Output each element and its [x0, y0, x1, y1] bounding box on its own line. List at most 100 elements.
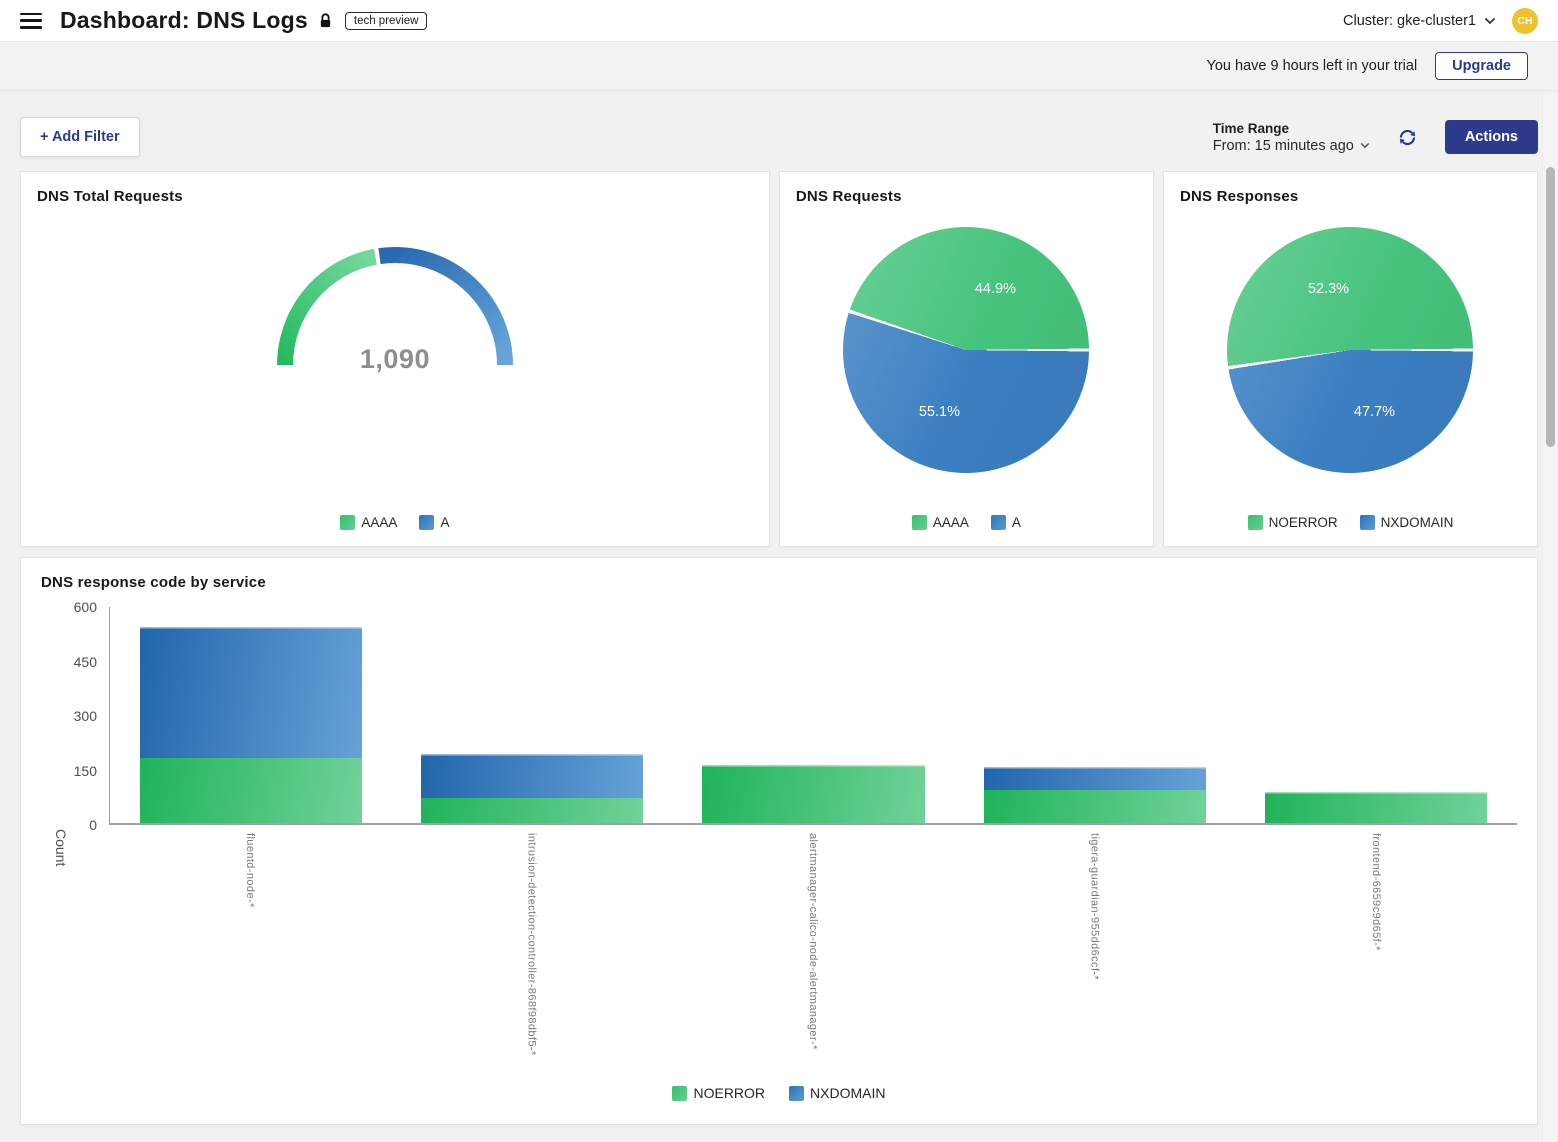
bar-chart: 0 150 300 450 600 [41, 599, 1517, 833]
legend-swatch-blue [789, 1085, 805, 1101]
y-axis-title: Count [53, 829, 69, 867]
legend-label: NXDOMAIN [810, 1085, 886, 1101]
x-label-slot: intrusion-detection-controller-868f98dbf… [391, 825, 673, 1073]
bar-slot [110, 607, 391, 823]
bar-segment-nxdomain[interactable] [139, 626, 362, 758]
refresh-icon[interactable] [1396, 126, 1419, 149]
app-header: Dashboard: DNS Logs tech preview Cluster… [0, 0, 1558, 42]
legend-swatch-blue [990, 515, 1006, 530]
y-tick-label: 300 [73, 708, 97, 724]
card-dns-responses: DNS Responses 52.3% 47.7% NOERROR NXDOMA… [1162, 171, 1539, 547]
bar-x-label: intrusion-detection-controller-868f98dbf… [525, 833, 538, 1056]
cluster-selector-label: Cluster: gke-cluster1 [1343, 12, 1476, 29]
stacked-bar [139, 626, 362, 823]
tech-preview-badge: tech preview [344, 11, 428, 30]
chart-legend: NOERROR NXDOMAIN [1180, 507, 1521, 536]
legend-item[interactable]: AAAA [911, 515, 969, 530]
card-dns-requests: DNS Requests 44.9% 55.1% AAAA A [778, 171, 1154, 547]
legend-swatch-blue [419, 515, 435, 530]
legend-swatch-green [1247, 515, 1263, 530]
bar-segment-noerror[interactable] [983, 790, 1207, 823]
legend-swatch-green [911, 515, 927, 530]
time-range-control[interactable]: Time Range From: 15 minutes ago [1213, 121, 1370, 154]
legend-item[interactable]: A [990, 515, 1021, 530]
stacked-bar [702, 764, 925, 823]
legend-label: A [1011, 515, 1021, 530]
actions-button[interactable]: Actions [1444, 120, 1538, 154]
chart-legend: AAAA A [37, 507, 753, 536]
pie-chart-dns-requests[interactable]: 44.9% 55.1% [843, 227, 1090, 473]
stacked-bar [1265, 792, 1488, 823]
legend-swatch-green [340, 515, 356, 530]
legend-swatch-blue [1359, 515, 1375, 530]
card-title: DNS Requests [795, 188, 902, 205]
bar-x-label: tigera-guardian-955dd6ccf-* [1088, 833, 1101, 981]
bar-x-label: fluentd-node-* [243, 833, 256, 908]
chart-legend: AAAA A [796, 507, 1137, 536]
bar-segment-nxdomain[interactable] [983, 766, 1207, 791]
legend-item[interactable]: NXDOMAIN [1359, 515, 1454, 530]
stacked-bar [420, 753, 644, 823]
legend-label: NOERROR [693, 1085, 766, 1101]
bar-slot [1236, 607, 1517, 823]
card-dns-response-code-by-service: DNS response code by service 0 150 300 450 6… [20, 557, 1538, 1125]
bar-segment-noerror[interactable] [139, 757, 362, 823]
bar-plot [109, 607, 1517, 825]
scrollbar-thumb[interactable] [1546, 167, 1555, 447]
bar-x-label: frontend-6659c9d65f-* [1370, 833, 1383, 951]
x-label-slot: fluentd-node-* [109, 825, 391, 1073]
bar-segment-nxdomain[interactable] [420, 753, 644, 798]
pie-percent-label: 47.7% [1353, 404, 1396, 420]
trial-message: You have 9 hours left in your trial [1206, 58, 1418, 74]
card-title: DNS Responses [1179, 188, 1299, 205]
bar-y-axis: 0 150 300 450 600 [41, 599, 109, 833]
bar-slot [391, 607, 672, 823]
x-label-slot: alertmanager-calico-node-alertmanager-* [672, 825, 954, 1073]
x-label-slot: tigera-guardian-955dd6ccf-* [954, 825, 1236, 1073]
pie-percent-label: 52.3% [1307, 281, 1350, 297]
chevron-down-icon [1484, 17, 1496, 24]
gauge-arc-aaaa [276, 248, 377, 366]
bar-segment-noerror[interactable] [1265, 792, 1488, 823]
pie-chart-dns-responses[interactable]: 52.3% 47.7% [1227, 227, 1474, 473]
cluster-selector[interactable]: Cluster: gke-cluster1 [1343, 13, 1496, 29]
legend-label: NXDOMAIN [1380, 515, 1454, 530]
gauge-value: 1,090 [359, 344, 430, 374]
avatar[interactable]: CH [1512, 7, 1538, 34]
lock-icon [318, 12, 333, 29]
legend-item[interactable]: NOERROR [1247, 515, 1338, 530]
y-tick-label: 150 [73, 762, 97, 779]
chevron-down-icon [1360, 142, 1370, 149]
chart-legend: NOERROR NXDOMAIN [41, 1077, 1517, 1107]
pie-percent-label: 55.1% [918, 404, 960, 420]
legend-item[interactable]: NOERROR [672, 1085, 765, 1101]
legend-label: NOERROR [1268, 515, 1338, 530]
bar-segment-noerror[interactable] [702, 764, 925, 823]
x-label-slot: frontend-6659c9d65f-* [1235, 825, 1517, 1073]
time-range-value[interactable]: From: 15 minutes ago [1213, 138, 1370, 154]
toolbar: + Add Filter Time Range From: 15 minutes… [20, 117, 1538, 157]
legend-label: AAAA [361, 515, 398, 530]
y-tick-label: 450 [73, 653, 97, 670]
card-dns-total-requests: DNS Total Requests 1,090 [20, 171, 770, 547]
legend-item[interactable]: AAAA [340, 515, 397, 530]
menu-icon[interactable] [20, 12, 42, 29]
pie-percent-label: 44.9% [974, 281, 1016, 297]
legend-item[interactable]: NXDOMAIN [789, 1085, 886, 1101]
upgrade-button[interactable]: Upgrade [1435, 52, 1528, 80]
add-filter-button[interactable]: + Add Filter [20, 117, 140, 157]
legend-label: AAAA [932, 515, 969, 530]
gauge-arc-a [378, 247, 513, 366]
card-title: DNS response code by service [41, 574, 266, 591]
trial-banner: You have 9 hours left in your trial Upgr… [0, 42, 1558, 91]
legend-label: A [440, 515, 450, 530]
y-tick-label: 600 [73, 599, 97, 615]
bar-segment-noerror[interactable] [420, 797, 644, 823]
bar-x-label: alertmanager-calico-node-alertmanager-* [806, 833, 819, 1050]
stacked-bar [983, 766, 1207, 823]
scrollbar-track[interactable] [1542, 92, 1558, 1142]
bar-slot [954, 607, 1235, 823]
legend-item[interactable]: A [419, 515, 449, 530]
y-axis-title-gutter: Count [41, 825, 109, 1073]
dashboard-content: + Add Filter Time Range From: 15 minutes… [0, 117, 1558, 1125]
